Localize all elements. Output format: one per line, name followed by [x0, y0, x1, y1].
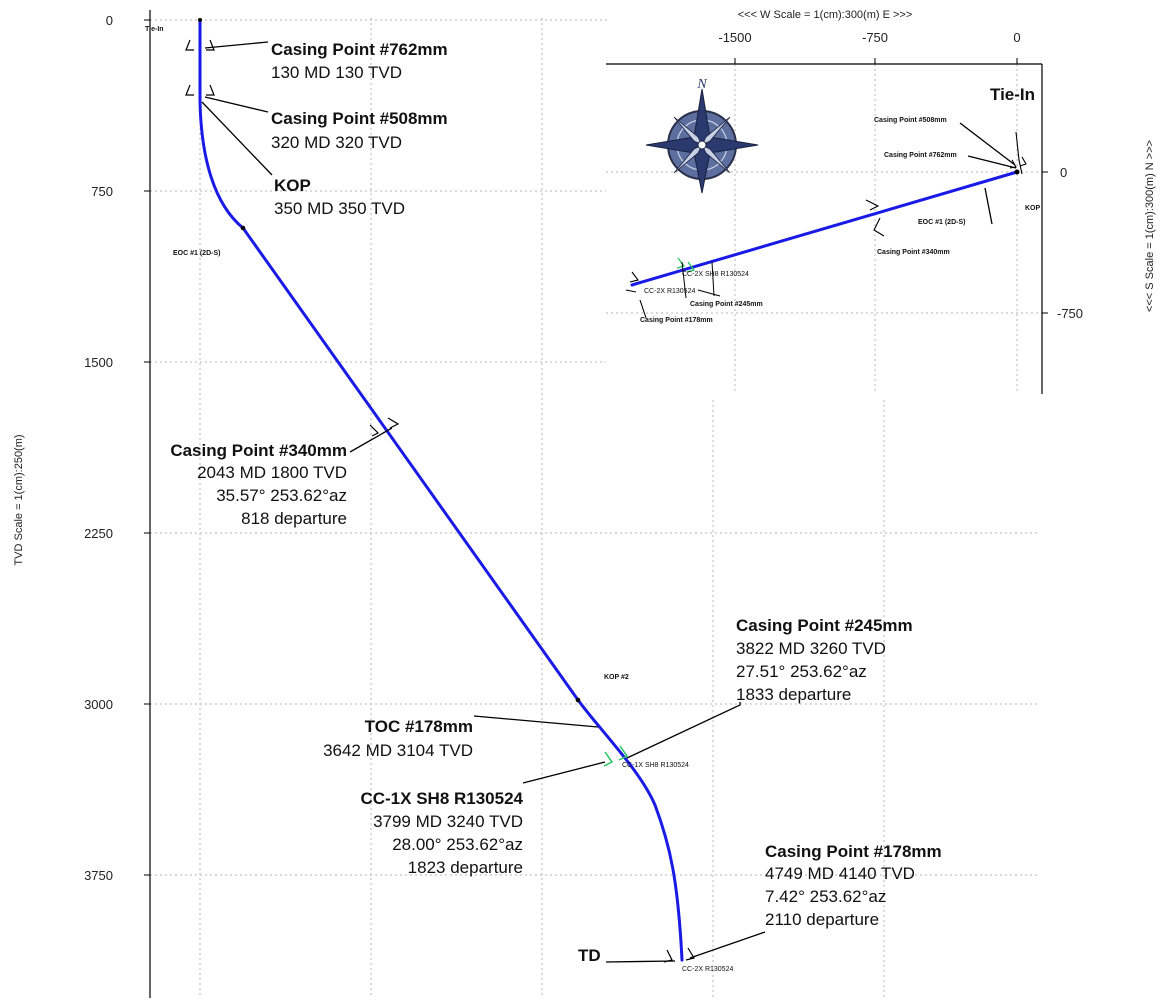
annotation-line: 350 MD 350 TVD [274, 199, 405, 218]
leader-line [204, 96, 269, 113]
tvd-tick-label: 2250 [84, 526, 113, 541]
kop2-label: KOP #2 [604, 674, 629, 681]
tvd-tick-label: 750 [91, 184, 113, 199]
plan-casing-340-label: Casing Point #340mm [877, 249, 950, 256]
compass-icon: N [645, 77, 759, 194]
leader-line [204, 41, 269, 49]
annotation-line: 1823 departure [408, 858, 523, 877]
plan-kop-label: KOP [1025, 205, 1041, 212]
plan-well-path [630, 170, 1019, 287]
plan-cc2x-label: CC-2X R130524 [644, 288, 695, 295]
plan-cc2x-sh8-label: CC-2X SH8 R130524 [682, 271, 749, 278]
casing-marker [185, 84, 215, 96]
annotation-casing-245: Casing Point #245mm 3822 MD 3260 TVD 27.… [736, 616, 913, 704]
casing-marker [369, 417, 400, 437]
annotation-title: Casing Point #340mm [170, 441, 347, 460]
annotation-line: 4749 MD 4140 TVD [765, 864, 915, 883]
annotation-td: TD [578, 946, 601, 965]
annotation-title: Casing Point #508mm [271, 109, 448, 128]
plan-y-tick-label: 0 [1060, 165, 1067, 180]
tvd-axis-title: TVD Scale = 1(cm):250(m) [13, 434, 25, 565]
tvd-tick-label: 0 [106, 13, 113, 28]
leader-line [473, 715, 599, 728]
annotation-title: TOC #178mm [365, 717, 473, 736]
tvd-tick-label: 1500 [84, 355, 113, 370]
annotation-title: Casing Point #762mm [271, 40, 448, 59]
plan-side-title: <<< S Scale = 1(cm):300(m) N >>> [1144, 140, 1156, 312]
plan-casing-508-label: Casing Point #508mm [874, 117, 947, 124]
plan-casing-178-label: Casing Point #178mm [640, 317, 713, 324]
tie-in-point [198, 18, 202, 22]
annotation-line: 320 MD 320 TVD [271, 133, 402, 152]
vertical-section: 0 750 1500 2250 3000 3750 TVD Scale = 1(… [13, 10, 1040, 998]
annotation-casing-340: Casing Point #340mm 2043 MD 1800 TVD 35.… [170, 441, 347, 528]
leader-line [605, 960, 676, 963]
annotation-line: 3799 MD 3240 TVD [373, 812, 523, 831]
eoc-label: EOC #1 (2D-S) [173, 250, 220, 257]
leader-line [349, 427, 393, 453]
well-path [198, 18, 684, 962]
annotation-line: 2110 departure [765, 910, 879, 929]
tvd-tick-label: 3750 [84, 868, 113, 883]
annotation-line: 35.57° 253.62°az [216, 486, 347, 505]
plan-tie-in-label: Tie-In [990, 85, 1035, 104]
annotation-casing-178: Casing Point #178mm 4749 MD 4140 TVD 7.4… [765, 842, 942, 929]
plan-eoc-label: EOC #1 (2D-S) [918, 219, 965, 226]
annotation-line: 818 departure [241, 509, 347, 528]
target-marker [603, 745, 629, 767]
plan-x-tick-label: 0 [1013, 30, 1020, 45]
leader-line [626, 702, 741, 759]
annotation-cc1x: CC-1X SH8 R130524 3799 MD 3240 TVD 28.00… [360, 789, 523, 877]
target-marker [676, 257, 696, 273]
annotation-title: Casing Point #178mm [765, 842, 942, 861]
casing-marker [663, 947, 695, 963]
plan-x-tick-label: -1500 [718, 30, 751, 45]
plan-cluster-label: Casing Point #245mm [690, 301, 763, 308]
annotation-line: 3822 MD 3260 TVD [736, 639, 886, 658]
compass-north-letter: N [696, 77, 707, 92]
target-label: CC-2X R130524 [682, 966, 733, 973]
annotation-line: 27.51° 253.62°az [736, 662, 867, 681]
leader-line [959, 122, 1016, 166]
annotation-line: 7.42° 253.62°az [765, 887, 886, 906]
leader-line [967, 155, 1017, 169]
kop2-point [575, 697, 581, 703]
annotation-line: 28.00° 253.62°az [392, 835, 523, 854]
plan-tie-in-point [1014, 169, 1020, 175]
target-label: CC-1X SH8 R130524 [622, 762, 689, 769]
leader-line [984, 187, 993, 225]
casing-cluster [681, 261, 721, 299]
leader-line [201, 101, 273, 176]
annotation-title: KOP [274, 176, 311, 195]
annotation-title: Casing Point #245mm [736, 616, 913, 635]
annotation-line: 130 MD 130 TVD [271, 63, 402, 82]
tie-in-label: Tie-In [145, 26, 164, 33]
plan-x-tick-label: -750 [862, 30, 888, 45]
annotation-kop: KOP 350 MD 350 TVD [274, 176, 405, 218]
annotation-toc-178: TOC #178mm 3642 MD 3104 TVD [323, 717, 473, 760]
leader-line [522, 761, 606, 784]
casing-marker [865, 199, 885, 237]
annotation-title: CC-1X SH8 R130524 [360, 789, 523, 808]
casing-marker [625, 271, 647, 319]
plan-y-tick-label: -750 [1057, 306, 1083, 321]
leader-line [689, 931, 766, 959]
casing-marker [185, 39, 215, 51]
annotation-casing-762: Casing Point #762mm 130 MD 130 TVD [271, 40, 448, 82]
eoc-point [240, 225, 246, 231]
tvd-tick-label: 3000 [84, 697, 113, 712]
annotation-casing-508: Casing Point #508mm 320 MD 320 TVD [271, 109, 448, 152]
plan-casing-762-label: Casing Point #762mm [884, 152, 957, 159]
plan-top-title: <<< W Scale = 1(cm):300(m) E >>> [738, 9, 913, 21]
plan-view: <<< W Scale = 1(cm):300(m) E >>> -1500 -… [606, 9, 1156, 394]
annotation-line: 2043 MD 1800 TVD [197, 463, 347, 482]
annotation-line: 3642 MD 3104 TVD [323, 741, 473, 760]
annotation-line: 1833 departure [736, 685, 851, 704]
